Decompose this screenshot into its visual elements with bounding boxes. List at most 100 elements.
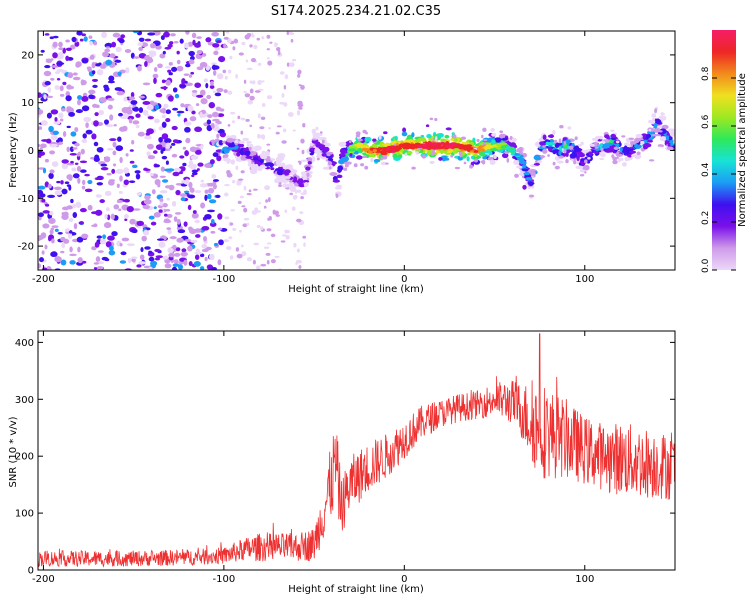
spectrogram-cell — [266, 242, 272, 245]
spectrogram-cell — [104, 86, 110, 92]
spectrogram-cell — [482, 156, 488, 160]
spectrogram-cell — [184, 121, 192, 126]
spectrogram-cell — [204, 214, 212, 220]
spectrogram-cell — [627, 153, 633, 158]
spectrogram-cell — [514, 173, 519, 178]
spectrogram-cell — [109, 138, 117, 142]
spectrogram-cell — [625, 151, 630, 155]
spectrogram-cell — [165, 79, 171, 86]
snr-panel: -200 -100 0 100 0 100 200 300 400 Height of str… — [8, 330, 676, 595]
spectrogram-cell — [183, 73, 190, 76]
spectrogram-cell — [118, 112, 123, 117]
spectrogram-cell — [286, 62, 290, 67]
spectrogram-cell — [61, 163, 69, 170]
spectrogram-cell — [165, 160, 169, 165]
spectrogram-cell — [135, 173, 141, 180]
spectrogram-cell — [218, 239, 224, 246]
spectrogram-cell — [159, 197, 164, 203]
spectrogram-cell — [328, 166, 332, 170]
spectrogram-cell — [46, 266, 52, 270]
spectrogram-cell — [404, 152, 408, 157]
spectrogram-cell — [72, 173, 80, 179]
spectrogram-cell — [623, 145, 628, 152]
spectrogram-cell — [481, 134, 484, 139]
spectrogram-cell — [104, 48, 111, 53]
spectrogram-y-tick-label: 0 — [28, 146, 34, 157]
spectrogram-cell — [189, 146, 197, 153]
spectrogram-cell — [64, 181, 70, 185]
spectrogram-cell — [630, 141, 633, 146]
spectrogram-cell — [148, 215, 155, 220]
spectrogram-cell — [208, 199, 217, 204]
spectrogram-cell — [557, 160, 564, 164]
spectrogram-cell — [441, 155, 448, 161]
spectrogram-cell — [600, 148, 604, 152]
spectrogram-cell — [181, 248, 187, 253]
spectrogram-cell — [105, 46, 111, 49]
spectrogram-cell — [261, 36, 265, 40]
spectrogram-cell — [133, 56, 140, 59]
spectrogram-cell — [493, 154, 497, 160]
spectrogram-cell — [257, 62, 262, 66]
spectrogram-cell — [659, 136, 667, 142]
spectrogram-cell — [161, 179, 169, 183]
spectrogram-cell — [658, 130, 663, 133]
spectrogram-cell — [94, 112, 99, 117]
spectrogram-cell — [99, 176, 104, 180]
spectrogram-cell — [138, 261, 147, 265]
spectrogram-cell — [199, 89, 206, 96]
spectrogram-cell — [143, 229, 150, 236]
spectrogram-cell — [226, 159, 230, 164]
spectrogram-cell — [239, 229, 242, 233]
spectrogram-cell — [191, 89, 198, 93]
spectrogram-cell — [174, 93, 180, 99]
spectrogram-cell — [506, 157, 510, 163]
spectrogram-cell — [289, 32, 295, 35]
spectrogram-cell — [476, 148, 482, 152]
spectrogram-cell — [286, 230, 290, 234]
spectrogram-cell — [163, 31, 170, 38]
spectrogram-cell — [297, 73, 301, 78]
spectrogram-cell — [277, 164, 284, 168]
spectrogram-cell — [44, 244, 48, 250]
spectrogram-cell — [38, 92, 42, 98]
spectrogram-cell — [151, 189, 156, 195]
spectrogram-cell — [353, 163, 358, 168]
spectrogram-cell — [160, 86, 168, 90]
spectrogram-cell — [296, 179, 304, 185]
spectrogram-cell — [226, 38, 232, 44]
spectrogram-cell — [138, 95, 146, 99]
spectrogram-cell — [212, 152, 219, 157]
spectrogram-cell — [177, 264, 184, 270]
spectrogram-cell — [194, 42, 201, 48]
spectrogram-cell — [127, 115, 135, 120]
spectrogram-cell — [275, 131, 280, 135]
spectrogram-cell — [615, 140, 620, 144]
spectrogram-y-tick-label: -10 — [18, 194, 34, 205]
spectrogram-cell — [211, 31, 220, 37]
spectrogram-y-tick-label: -20 — [18, 242, 34, 253]
spectrogram-cell — [260, 80, 265, 83]
spectrogram-cell — [459, 154, 463, 158]
spectrogram-cell — [295, 218, 302, 223]
spectrogram-cell — [66, 106, 72, 110]
spectrogram-cell — [120, 116, 128, 120]
spectrogram-cell — [234, 139, 239, 144]
spectrogram-cell — [164, 66, 172, 69]
spectrogram-cell — [120, 34, 126, 39]
spectrogram-cell — [142, 101, 151, 105]
spectrogram-cell — [216, 133, 220, 139]
spectrogram-cell — [152, 150, 158, 154]
spectrogram-cell — [429, 117, 434, 121]
spectrogram-cell — [254, 145, 262, 151]
spectrogram-cell — [50, 227, 55, 231]
spectrogram-cell — [484, 145, 490, 148]
spectrogram-cell — [505, 146, 511, 149]
spectrogram-cell — [251, 210, 258, 215]
spectrogram-cell — [183, 259, 188, 266]
spectrogram-cell — [149, 173, 154, 177]
spectrogram-cell — [43, 70, 52, 77]
spectrogram-cell — [192, 210, 197, 214]
spectrogram-cell — [498, 133, 507, 139]
spectrogram-x-tick-label: -200 — [32, 274, 55, 285]
